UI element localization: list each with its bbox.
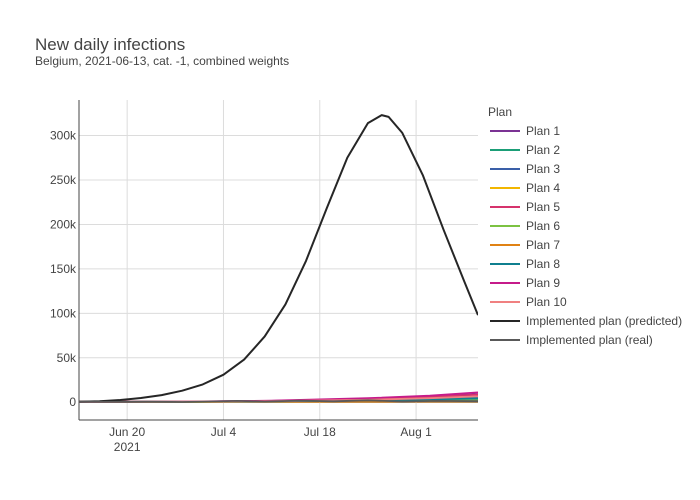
legend-item-implemented-plan-predicted[interactable]: Implemented plan (predicted) — [490, 314, 682, 328]
y-tick-label: 0 — [69, 395, 76, 409]
x-tick-label: Jun 20 — [109, 425, 145, 439]
chart-subtitle: Belgium, 2021-06-13, cat. -1, combined w… — [35, 54, 289, 68]
legend-item-plan-10[interactable]: Plan 10 — [490, 295, 567, 309]
legend-label: Plan 3 — [526, 162, 560, 176]
legend-item-plan-6[interactable]: Plan 6 — [490, 219, 560, 233]
legend-item-plan-2[interactable]: Plan 2 — [490, 143, 560, 157]
legend-label: Plan 1 — [526, 124, 560, 138]
x-tick-year-label: 2021 — [114, 440, 141, 454]
legend-label: Plan 2 — [526, 143, 560, 157]
legend-item-plan-1[interactable]: Plan 1 — [490, 124, 560, 138]
legend-label: Plan 4 — [526, 181, 560, 195]
y-tick-label: 100k — [50, 306, 77, 320]
y-tick-label: 250k — [50, 173, 77, 187]
legend-label: Plan 5 — [526, 200, 560, 214]
series-group — [79, 114, 478, 403]
gridlines — [79, 100, 478, 420]
legend-item-implemented-plan-real[interactable]: Implemented plan (real) — [490, 333, 653, 347]
x-tick-label: Aug 1 — [400, 425, 432, 439]
legend-item-plan-5[interactable]: Plan 5 — [490, 200, 560, 214]
legend-title: Plan — [488, 105, 512, 119]
y-tick-label: 300k — [50, 129, 77, 143]
legend-label: Plan 6 — [526, 219, 560, 233]
x-tick-label: Jul 4 — [211, 425, 237, 439]
legend[interactable]: Plan Plan 1 Plan 2 Plan 3 Plan 4 Plan 5 Plan … — [488, 105, 682, 347]
legend-label: Implemented plan (real) — [526, 333, 653, 347]
legend-item-plan-9[interactable]: Plan 9 — [490, 276, 560, 290]
legend-label: Implemented plan (predicted) — [526, 314, 682, 328]
y-tick-label: 200k — [50, 217, 77, 231]
y-tick-label: 50k — [57, 351, 77, 365]
legend-label: Plan 9 — [526, 276, 560, 290]
y-tick-label: 150k — [50, 262, 77, 276]
series-line-implemented-plan-real — [79, 399, 478, 403]
legend-label: Plan 7 — [526, 238, 560, 252]
legend-item-plan-8[interactable]: Plan 8 — [490, 257, 560, 271]
series-line-implemented-plan-predicted — [79, 114, 478, 403]
legend-item-plan-4[interactable]: Plan 4 — [490, 181, 560, 195]
x-tick-label: Jul 18 — [304, 425, 336, 439]
legend-item-plan-3[interactable]: Plan 3 — [490, 162, 560, 176]
plot-area — [79, 114, 478, 403]
legend-label: Plan 10 — [526, 295, 567, 309]
legend-label: Plan 8 — [526, 257, 560, 271]
chart-title: New daily infections — [35, 35, 185, 54]
legend-item-plan-7[interactable]: Plan 7 — [490, 238, 560, 252]
